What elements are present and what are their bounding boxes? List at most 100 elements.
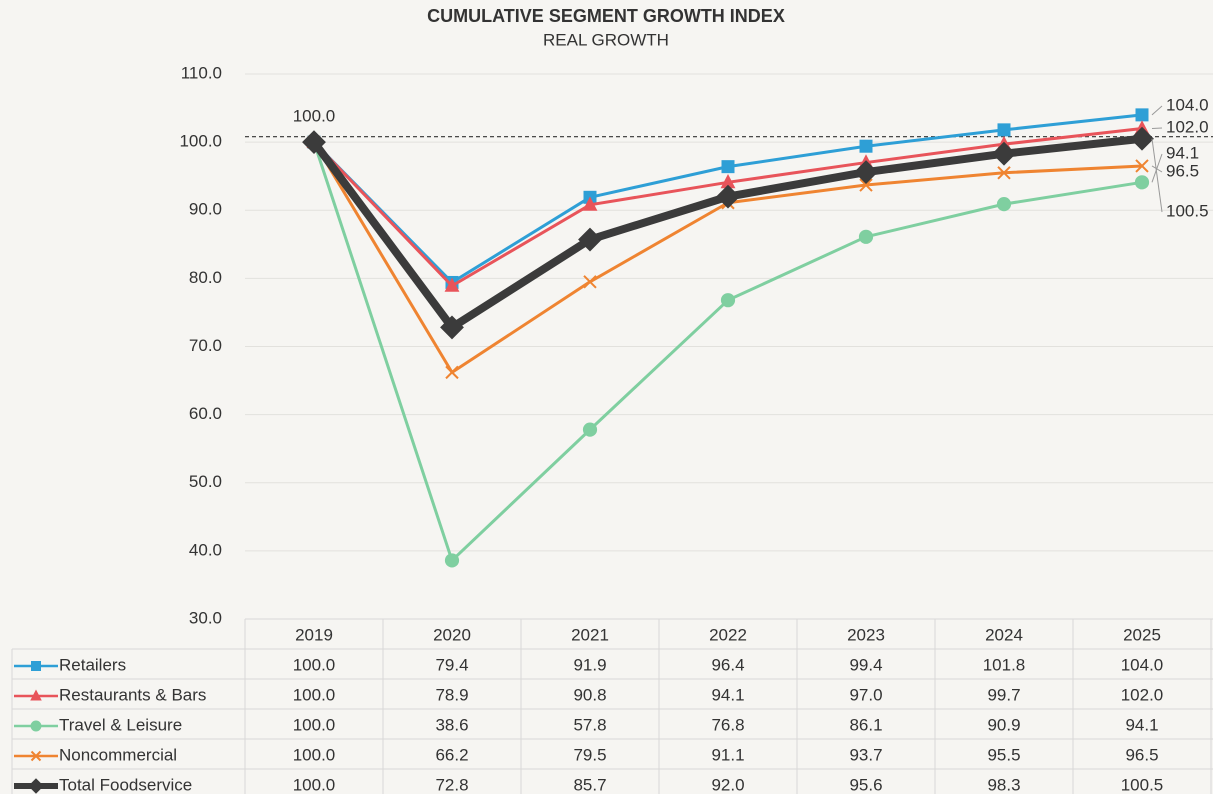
- table-cell: 78.9: [435, 685, 468, 704]
- x-tick-label: 2022: [709, 625, 747, 644]
- leader-line: [1151, 138, 1163, 213]
- table-cell: 93.7: [849, 745, 882, 764]
- table-cell: 94.1: [711, 685, 744, 704]
- table-cell: 100.0: [293, 715, 336, 734]
- table-cell: 100.0: [293, 745, 336, 764]
- table-cell: 95.5: [987, 745, 1020, 764]
- y-tick-label: 80.0: [189, 268, 222, 287]
- marker: [996, 197, 1012, 212]
- table-cell: 79.4: [435, 655, 468, 674]
- marker: [992, 141, 1016, 166]
- table-cell: 100.5: [1121, 775, 1164, 794]
- marker: [859, 178, 873, 192]
- data-label: 96.5: [1166, 161, 1199, 180]
- marker: [721, 160, 735, 174]
- marker: [1135, 108, 1149, 122]
- table-cell: 98.3: [987, 775, 1020, 794]
- table-cell: 102.0: [1121, 685, 1164, 704]
- y-tick-label: 50.0: [189, 472, 222, 491]
- table-cell: 94.1: [1125, 715, 1158, 734]
- table-cell: 90.8: [573, 685, 606, 704]
- table-cell: 86.1: [849, 715, 882, 734]
- y-tick-label: 40.0: [189, 540, 222, 559]
- marker: [997, 166, 1011, 180]
- table-cell: 96.4: [711, 655, 744, 674]
- marker: [445, 365, 459, 380]
- data-label: 100.0: [293, 106, 336, 125]
- data-label: 100.5: [1166, 201, 1209, 220]
- marker: [720, 293, 736, 308]
- x-tick-label: 2019: [295, 625, 333, 644]
- table-cell: 104.0: [1121, 655, 1164, 674]
- table-cell: 85.7: [573, 775, 606, 794]
- table-cell: 100.0: [293, 655, 336, 674]
- marker: [1130, 126, 1154, 151]
- marker: [578, 227, 602, 252]
- legend-label: Total Foodservice: [59, 775, 192, 794]
- data-label: 94.1: [1166, 143, 1199, 162]
- table-cell: 57.8: [573, 715, 606, 734]
- marker: [859, 139, 873, 153]
- marker: [582, 422, 598, 437]
- legend-marker: [30, 689, 42, 701]
- table-cell: 90.9: [987, 715, 1020, 734]
- table-cell: 91.9: [573, 655, 606, 674]
- y-tick-label: 60.0: [189, 404, 222, 423]
- marker: [854, 160, 878, 185]
- y-tick-label: 90.0: [189, 200, 222, 219]
- x-tick-label: 2021: [571, 625, 609, 644]
- legend-marker: [28, 778, 44, 794]
- leader-line: [1151, 127, 1163, 129]
- y-tick-label: 100.0: [179, 132, 222, 151]
- table-cell: 100.0: [293, 685, 336, 704]
- marker: [444, 277, 460, 292]
- marker: [858, 229, 874, 244]
- data-label: 102.0: [1166, 117, 1209, 136]
- marker: [583, 275, 597, 289]
- table-cell: 100.0: [293, 775, 336, 794]
- table-cell: 92.0: [711, 775, 744, 794]
- x-tick-label: 2020: [433, 625, 471, 644]
- leader-line: [1151, 165, 1163, 173]
- chart-title: CUMULATIVE SEGMENT GROWTH INDEX: [427, 6, 785, 26]
- marker: [716, 184, 740, 209]
- y-tick-label: 30.0: [189, 608, 222, 627]
- x-tick-label: 2023: [847, 625, 885, 644]
- y-tick-label: 110.0: [181, 63, 222, 82]
- table-cell: 95.6: [849, 775, 882, 794]
- x-tick-label: 2025: [1123, 625, 1161, 644]
- marker: [1135, 159, 1149, 173]
- table-cell: 101.8: [983, 655, 1026, 674]
- chart-subtitle: REAL GROWTH: [543, 30, 669, 49]
- legend-label: Restaurants & Bars: [59, 685, 206, 704]
- marker: [302, 130, 326, 155]
- marker: [440, 315, 464, 340]
- table-cell: 72.8: [435, 775, 468, 794]
- table-cell: 38.6: [435, 715, 468, 734]
- table-cell: 66.2: [435, 745, 468, 764]
- legend-marker: [31, 661, 41, 671]
- leader-line: [1151, 153, 1163, 183]
- x-tick-label: 2024: [985, 625, 1023, 644]
- legend-label: Retailers: [59, 655, 126, 674]
- marker: [582, 196, 598, 211]
- table-cell: 76.8: [711, 715, 744, 734]
- y-tick-label: 70.0: [189, 336, 222, 355]
- table-cell: 79.5: [573, 745, 606, 764]
- data-label: 104.0: [1166, 95, 1209, 114]
- leader-line: [1151, 105, 1163, 116]
- table-cell: 97.0: [849, 685, 882, 704]
- legend-label: Noncommercial: [59, 745, 177, 764]
- legend-marker: [30, 720, 42, 732]
- marker: [997, 123, 1011, 137]
- table-cell: 99.4: [849, 655, 882, 674]
- table-cell: 96.5: [1125, 745, 1158, 764]
- legend-marker: [30, 750, 42, 762]
- marker: [444, 553, 460, 568]
- legend-label: Travel & Leisure: [59, 715, 182, 734]
- table-cell: 91.1: [711, 745, 744, 764]
- table-cell: 99.7: [987, 685, 1020, 704]
- marker: [1134, 175, 1150, 190]
